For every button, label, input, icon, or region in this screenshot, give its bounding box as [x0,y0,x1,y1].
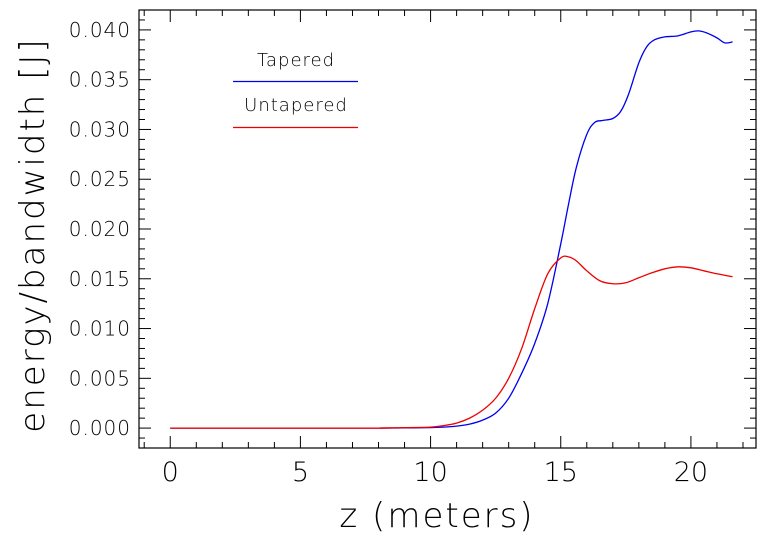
y-tick-label: 0.025 [69,167,131,191]
y-tick-label: 0.005 [69,366,131,390]
x-tick-label: 20 [674,457,708,488]
y-tick-label: 0.030 [69,117,131,141]
x-tick-label: 10 [413,457,447,488]
series-lines [170,30,733,429]
y-tick-label: 0.010 [69,317,131,341]
minor-ticks [139,9,756,449]
y-tick-label: 0.035 [69,68,131,92]
major-ticks [139,10,756,448]
y-tick-label: 0.000 [69,416,131,440]
legend-label-tapered: Tapered [257,50,335,71]
y-tick-label: 0.020 [69,217,131,241]
x-tick-label: 0 [162,457,179,488]
y-tick-labels: 0.000 0.005 0.010 0.015 0.020 0.025 0.030 0.035… [69,18,131,440]
x-tick-label: 5 [292,457,309,488]
y-axis-title: energy/bandwidth [J] [13,37,53,432]
x-tick-labels: 0 5 10 15 20 [162,457,708,488]
x-tick-label: 15 [544,457,578,488]
y-tick-label: 0.040 [69,18,131,42]
legend: Tapered Untapered [233,50,358,129]
y-tick-label: 0.015 [69,267,131,291]
legend-label-untapered: Untapered [244,95,348,116]
series-line-tapered [170,30,733,429]
plot-frame [138,9,757,449]
series-line-untapered [170,255,733,429]
x-axis-title: z (meters) [339,496,534,536]
